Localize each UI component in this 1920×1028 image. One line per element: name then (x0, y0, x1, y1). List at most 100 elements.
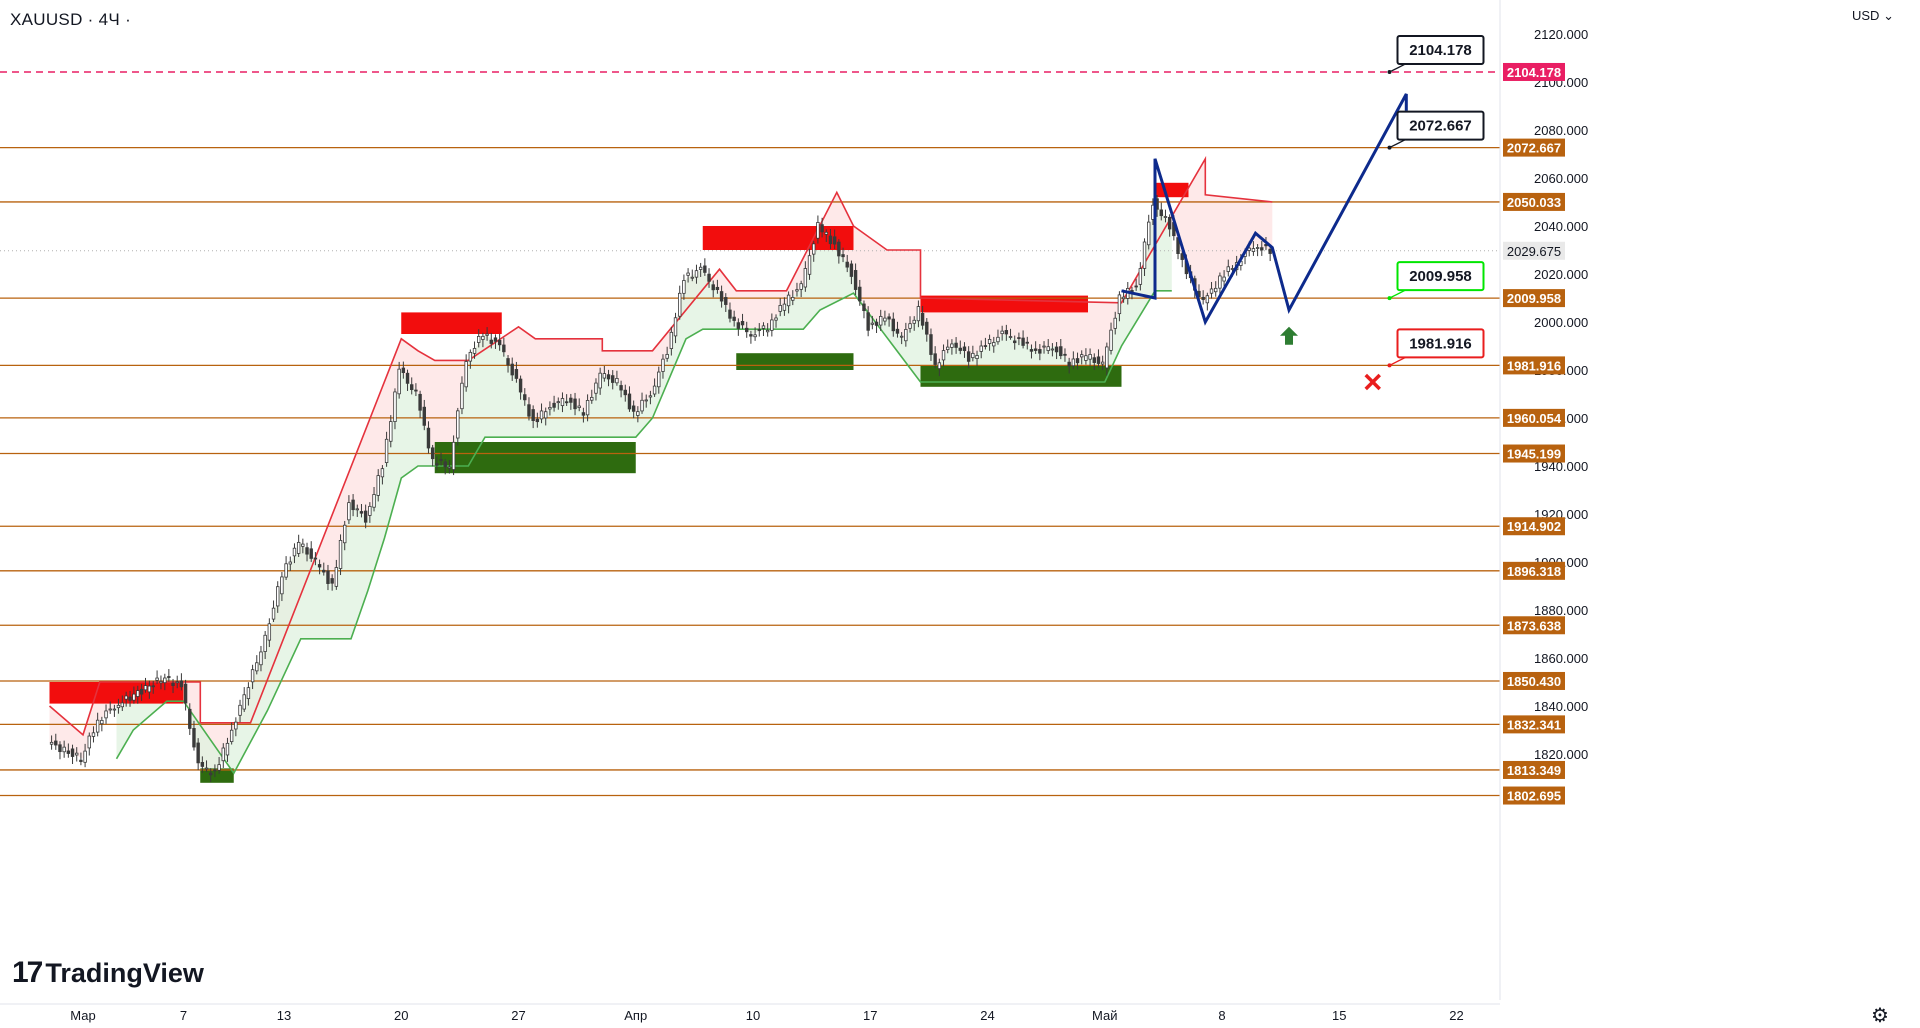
candle-body (1142, 241, 1147, 269)
candle-body (481, 335, 485, 340)
candle-body (242, 694, 246, 710)
candle-body (120, 702, 124, 708)
callout-leader (1389, 356, 1406, 366)
price-tick-label: 1880.000 (1534, 603, 1588, 618)
indicator-lines-layer (48, 155, 1273, 775)
candle-body (326, 570, 330, 584)
candle-body (539, 410, 544, 420)
candle-body (1013, 340, 1017, 344)
candles-layer (49, 195, 1272, 783)
candle-body (753, 334, 757, 338)
candle-body (1042, 345, 1046, 348)
candle-body (255, 662, 259, 672)
level-price-label: 2104.178 (1507, 65, 1561, 80)
level-price-badge (1503, 138, 1565, 157)
candle-body (422, 406, 426, 426)
level-price-label: 1850.430 (1507, 674, 1561, 689)
candle-body (410, 384, 414, 390)
candle-body (128, 696, 132, 701)
candle-body (987, 339, 992, 344)
callout-leader (1389, 289, 1406, 299)
projection-path (1121, 93, 1408, 326)
candle-body (1251, 248, 1256, 252)
candle-body (1059, 346, 1063, 357)
price-tick-label: 1820.000 (1534, 747, 1588, 762)
candle-body (874, 321, 879, 326)
price-tick-label: 2060.000 (1534, 171, 1588, 186)
candle-body (937, 362, 942, 370)
tradingview-wordmark: TradingView (45, 957, 204, 988)
candle-body (296, 541, 301, 554)
candle-body (355, 508, 359, 511)
candle-body (745, 327, 749, 333)
candle-body (497, 340, 502, 346)
gear-icon[interactable]: ⚙ (1871, 1005, 1889, 1027)
candle-body (250, 669, 255, 683)
candle-body (1205, 295, 1210, 304)
candle-body (292, 547, 297, 557)
candle-body (108, 708, 112, 711)
callout-box (1396, 328, 1485, 359)
candle-body (686, 272, 690, 276)
candle-body (196, 742, 200, 764)
level-price-badge (1503, 289, 1565, 308)
time-tick-label: Мар (70, 1008, 95, 1023)
candle-body (1025, 341, 1029, 344)
candle-body (225, 742, 230, 756)
projection-layer (1121, 93, 1408, 391)
candle-body (1222, 276, 1226, 282)
symbol-title[interactable]: XAUUSD · 4Ч · (10, 10, 132, 29)
candle-body (564, 401, 569, 404)
candle-body (581, 412, 586, 416)
candle-body (229, 729, 234, 743)
candle-body (246, 687, 251, 700)
level-price-badge (1503, 62, 1565, 81)
candle-body (887, 316, 891, 320)
candle-body (1117, 294, 1122, 315)
candle-body (1209, 288, 1214, 294)
candle-body (1000, 330, 1004, 335)
level-price-label: 2009.958 (1507, 291, 1561, 306)
candle-body (200, 762, 205, 767)
candle-body (66, 750, 71, 754)
callout-box (1396, 110, 1485, 141)
candle-body (1109, 329, 1113, 351)
candle-body (1159, 209, 1163, 217)
level-price-badge (1503, 616, 1565, 635)
candle-body (728, 309, 732, 319)
currency-selector[interactable]: USD ⌄ (1852, 8, 1894, 23)
callout-leader (1389, 63, 1406, 73)
candle-body (309, 548, 313, 559)
candle-body (468, 351, 473, 362)
candle-body (380, 468, 385, 478)
time-tick-label: 17 (863, 1008, 877, 1023)
level-price-label: 1960.054 (1507, 411, 1562, 426)
candle-body (849, 263, 854, 277)
candle-body (602, 373, 607, 379)
candle-body (143, 685, 148, 691)
candle-body (971, 352, 975, 359)
candle-body (1134, 285, 1138, 288)
candle-body (460, 382, 464, 410)
candle-body (640, 399, 644, 412)
candle-body (962, 346, 967, 352)
candle-body (393, 391, 397, 422)
candle-body (188, 708, 192, 729)
candle-body (657, 371, 661, 388)
candle-body (313, 557, 318, 560)
candle-body (192, 728, 196, 748)
candle-body (1113, 317, 1117, 329)
tradingview-logo[interactable]: 17 TradingView (12, 956, 204, 990)
candle-body (715, 286, 720, 291)
candle-body (405, 372, 410, 384)
zones-layer (49, 158, 1273, 783)
level-price-badge (1503, 715, 1565, 734)
levels-layer (0, 71, 1500, 797)
time-tick-label: 24 (980, 1008, 994, 1023)
candle-body (267, 623, 272, 641)
candle-body (757, 329, 761, 331)
candle-body (124, 695, 128, 700)
candle-body (1067, 361, 1071, 367)
candle-body (1033, 348, 1038, 351)
